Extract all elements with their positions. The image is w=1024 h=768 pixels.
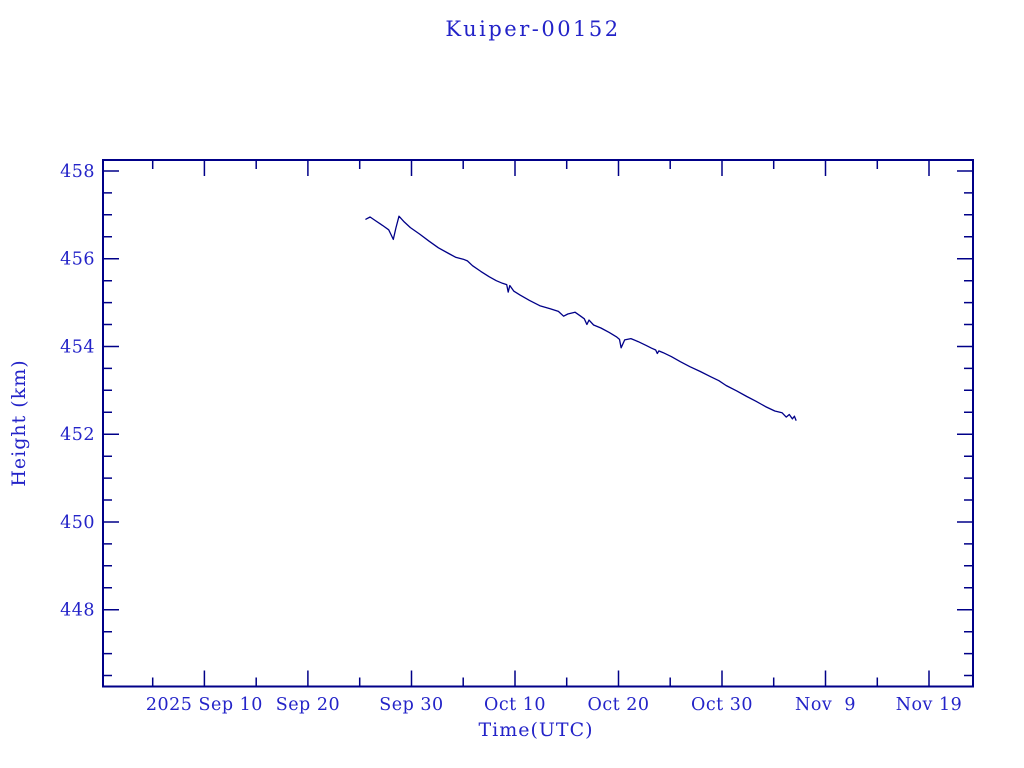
y-tick-label: 458 [60,162,95,182]
x-tick-label: 2025 Sep 10 [146,695,263,715]
y-tick-label: 448 [60,601,95,621]
x-tick-label: Sep 20 [276,695,340,715]
x-tick-label: Nov 19 [896,695,963,715]
x-axis-title: Time(UTC) [478,719,594,741]
chart-title: Kuiper-00152 [445,17,621,41]
y-axis-title: Height (km) [8,359,30,487]
y-tick-label: 452 [60,425,95,445]
x-tick-label: Sep 30 [379,695,443,715]
y-tick-label: 454 [60,338,95,358]
plot-frame [102,159,974,688]
axis-ticks [104,161,972,686]
x-tick-label: Oct 30 [691,695,753,715]
x-tick-label: Oct 20 [587,695,649,715]
x-tick-label: Oct 10 [484,695,546,715]
height-data-line [365,215,797,421]
y-tick-label: 450 [60,513,95,533]
x-tick-label: Nov 9 [795,695,856,715]
y-tick-label: 456 [60,250,95,270]
